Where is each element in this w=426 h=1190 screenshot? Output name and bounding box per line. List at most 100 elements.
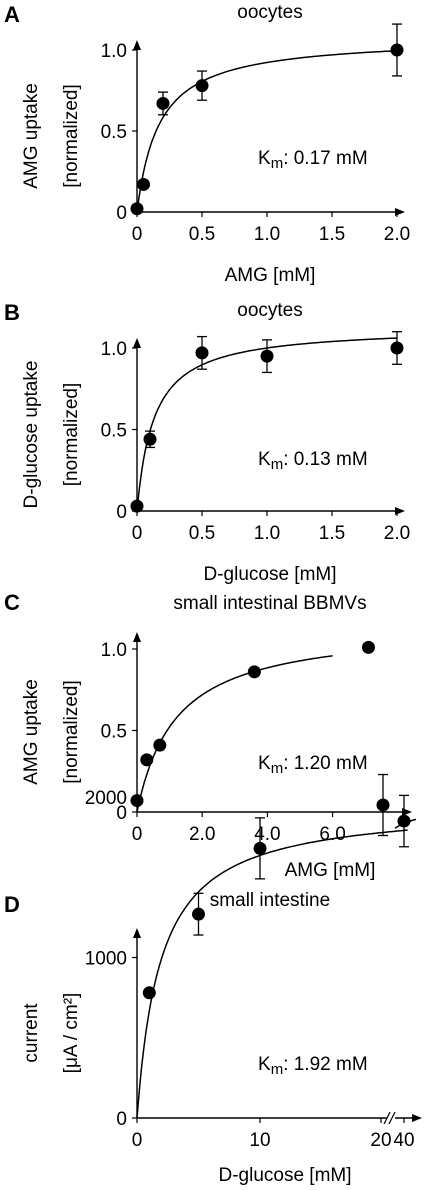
km-value: : 1.20 mM xyxy=(283,753,367,774)
y-tick-label: 0 xyxy=(116,502,127,523)
y-tick-label: 2000 xyxy=(85,788,127,809)
x-tick-label: 2.0 xyxy=(384,523,410,544)
x-tick-label: 40 xyxy=(393,1130,414,1151)
km-subscript: m xyxy=(271,155,284,172)
y-tick-label: 0.5 xyxy=(101,722,127,743)
x-axis-arrow xyxy=(412,1114,422,1122)
data-point xyxy=(153,738,167,752)
chart-title: small intestine xyxy=(210,890,330,911)
y-axis-arrow xyxy=(133,338,141,348)
data-point xyxy=(130,202,144,216)
x-tick-label: 0.5 xyxy=(189,523,215,544)
x-tick-label: 6.0 xyxy=(319,824,345,845)
x-tick-label: 0 xyxy=(132,523,143,544)
km-value: : 1.92 mM xyxy=(283,1054,367,1075)
y-axis-label: [normalized] xyxy=(61,84,82,188)
x-axis-label: AMG [mM] xyxy=(225,265,316,286)
data-point xyxy=(253,841,267,855)
y-axis-label: D-glucose uptake xyxy=(21,361,42,509)
data-point xyxy=(143,432,157,446)
chart-title: oocytes xyxy=(237,300,302,321)
data-point xyxy=(361,640,375,654)
data-point xyxy=(137,177,150,191)
y-axis-label: AMG uptake xyxy=(21,83,42,189)
km-value: : 0.13 mM xyxy=(283,449,367,470)
km-annotation: Km: 1.20 mM xyxy=(258,753,368,777)
x-tick-label: 4.0 xyxy=(254,824,280,845)
y-axis-arrow xyxy=(133,928,141,938)
panel-letter: B xyxy=(4,300,20,325)
data-point xyxy=(390,43,404,57)
km-symbol: K xyxy=(258,1054,271,1075)
y-tick-label: 1.0 xyxy=(101,339,127,360)
x-axis-break-mark xyxy=(383,1111,391,1125)
data-point xyxy=(142,986,156,1000)
x-tick-label: 20 xyxy=(370,1130,391,1151)
data-point xyxy=(192,907,205,921)
x-tick-label: 0 xyxy=(132,1130,143,1151)
data-point xyxy=(195,79,209,93)
y-axis-label: [normalized] xyxy=(61,383,82,487)
km-subscript: m xyxy=(271,1061,284,1078)
km-symbol: K xyxy=(258,449,271,470)
fit-curve xyxy=(136,49,398,213)
y-tick-label: 0 xyxy=(116,803,127,824)
data-point xyxy=(195,346,209,360)
data-point xyxy=(376,798,390,812)
x-tick-label: 10 xyxy=(249,1130,270,1151)
panel-letter: A xyxy=(4,2,20,27)
data-point xyxy=(390,341,404,355)
y-axis-arrow xyxy=(133,40,141,50)
data-point xyxy=(130,794,144,808)
km-annotation: Km: 1.92 mM xyxy=(258,1054,368,1078)
x-tick-label: 0.5 xyxy=(189,224,215,245)
y-tick-label: 0 xyxy=(116,1109,127,1130)
panel-letter: C xyxy=(4,590,20,615)
x-tick-label: 1.5 xyxy=(319,224,345,245)
y-tick-label: 1.0 xyxy=(101,41,127,62)
y-tick-label: 0.5 xyxy=(101,122,127,143)
y-axis-label: current xyxy=(21,1003,42,1063)
km-subscript: m xyxy=(271,760,284,777)
x-tick-label: 2.0 xyxy=(384,224,410,245)
data-point xyxy=(260,349,274,363)
x-tick-label: 1.0 xyxy=(254,523,280,544)
x-axis-break-mark xyxy=(388,1111,396,1125)
km-value: : 0.17 mM xyxy=(283,148,367,169)
y-axis-arrow xyxy=(133,632,141,642)
data-point xyxy=(247,665,261,679)
x-tick-label: 2.0 xyxy=(189,824,215,845)
x-axis-label: D-glucose [mM] xyxy=(218,1165,351,1186)
y-tick-label: 0 xyxy=(116,203,127,224)
y-axis-label: [normalized] xyxy=(61,680,82,784)
x-tick-label: 0 xyxy=(132,224,143,245)
y-axis-label: [μA / cm²] xyxy=(61,993,82,1074)
y-axis-label: AMG uptake xyxy=(21,679,42,785)
data-point xyxy=(140,753,154,767)
data-point xyxy=(397,814,411,828)
data-point xyxy=(130,499,144,513)
x-axis-label: D-glucose [mM] xyxy=(203,564,336,585)
fit-curve xyxy=(136,655,333,813)
chart-title: small intestinal BBMVs xyxy=(173,593,366,614)
x-tick-label: 1.0 xyxy=(254,224,280,245)
y-tick-label: 1000 xyxy=(85,949,127,970)
x-axis-label: AMG [mM] xyxy=(285,860,376,881)
chart-title: oocytes xyxy=(237,2,302,23)
km-annotation: Km: 0.13 mM xyxy=(258,449,368,473)
data-point xyxy=(156,96,170,110)
km-annotation: Km: 0.17 mM xyxy=(258,148,368,172)
km-symbol: K xyxy=(258,148,271,169)
x-tick-label: 1.5 xyxy=(319,523,345,544)
x-tick-label: 0 xyxy=(132,824,143,845)
fit-curve xyxy=(136,829,408,1119)
panel-letter: D xyxy=(4,892,20,917)
y-tick-label: 1.0 xyxy=(101,640,127,661)
km-symbol: K xyxy=(258,753,271,774)
km-subscript: m xyxy=(271,456,284,473)
